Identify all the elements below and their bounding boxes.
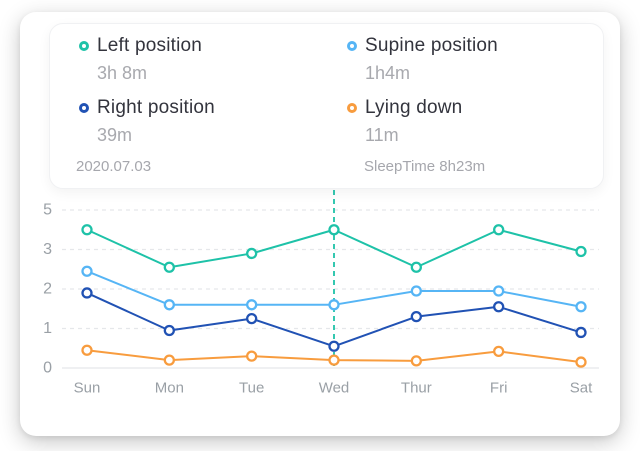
data-point[interactable] — [575, 245, 587, 258]
data-point[interactable] — [575, 356, 587, 368]
x-tick-label[interactable]: Mon — [155, 380, 184, 397]
supine-position-dot-icon — [347, 41, 357, 51]
y-tick-label: 5 — [43, 202, 52, 219]
legend-item-left-position: Left position 3h 8m — [79, 34, 202, 85]
data-point[interactable] — [163, 299, 175, 311]
data-point[interactable] — [328, 354, 340, 366]
data-point[interactable] — [163, 324, 175, 337]
y-tick-label: 0 — [43, 360, 52, 377]
data-point[interactable] — [81, 344, 93, 356]
data-point[interactable] — [328, 224, 340, 236]
data-point[interactable] — [163, 261, 175, 273]
right-position-dot-icon — [79, 103, 89, 113]
legend-label: Lying down — [365, 97, 463, 118]
sleep-position-line-chart[interactable]: 0 1 2 3 5 Sun Mon Tue Wed Thur Fri Sat — [0, 186, 640, 416]
sleep-stats-card: Left position 3h 8m Supine position 1h4m… — [20, 12, 620, 436]
x-tick-label[interactable]: Wed — [319, 380, 350, 397]
day-summary-popup: Left position 3h 8m Supine position 1h4m… — [49, 23, 604, 189]
legend-item-lying-down: Lying down 11m — [347, 96, 462, 147]
x-tick-label[interactable]: Tue — [239, 380, 264, 397]
data-point[interactable] — [246, 350, 258, 362]
x-tick-label[interactable]: Thur — [401, 380, 432, 397]
data-point[interactable] — [410, 355, 422, 367]
data-point[interactable] — [575, 326, 587, 339]
left-position-dot-icon — [79, 41, 89, 51]
lying-down-dot-icon — [347, 103, 357, 113]
data-point[interactable] — [575, 301, 587, 313]
data-point[interactable] — [328, 340, 340, 352]
data-point[interactable] — [81, 224, 93, 236]
legend-item-right-position: Right position 39m — [79, 96, 215, 147]
legend-value: 1h4m — [365, 63, 411, 83]
data-point[interactable] — [493, 345, 505, 358]
data-point[interactable] — [410, 285, 422, 297]
data-point[interactable] — [328, 299, 340, 311]
data-point[interactable] — [246, 299, 258, 311]
data-point[interactable] — [410, 261, 422, 273]
legend-value: 39m — [97, 125, 133, 145]
legend-value: 3h 8m — [97, 63, 148, 83]
data-point[interactable] — [246, 312, 258, 325]
y-tick-label: 1 — [43, 320, 52, 337]
data-point[interactable] — [163, 354, 175, 366]
x-tick-label[interactable]: Sat — [570, 380, 593, 397]
date-label: 2020.07.03 — [76, 158, 152, 175]
legend-label: Right position — [97, 97, 215, 118]
data-point[interactable] — [81, 287, 93, 299]
data-point[interactable] — [410, 310, 422, 323]
y-tick-label: 2 — [43, 281, 52, 298]
y-tick-label: 3 — [43, 241, 52, 258]
sleep-time-label: SleepTime 8h23m — [364, 158, 486, 175]
data-point[interactable] — [493, 285, 505, 297]
legend-label: Supine position — [365, 35, 498, 56]
x-tick-label[interactable]: Fri — [490, 380, 508, 397]
data-point[interactable] — [81, 265, 93, 277]
legend-value: 11m — [365, 125, 399, 145]
legend-label: Left position — [97, 35, 203, 56]
data-point[interactable] — [493, 301, 505, 313]
legend-item-supine-position: Supine position 1h4m — [347, 34, 498, 85]
data-point[interactable] — [246, 247, 258, 260]
data-point[interactable] — [493, 224, 505, 236]
x-tick-label[interactable]: Sun — [74, 380, 101, 397]
